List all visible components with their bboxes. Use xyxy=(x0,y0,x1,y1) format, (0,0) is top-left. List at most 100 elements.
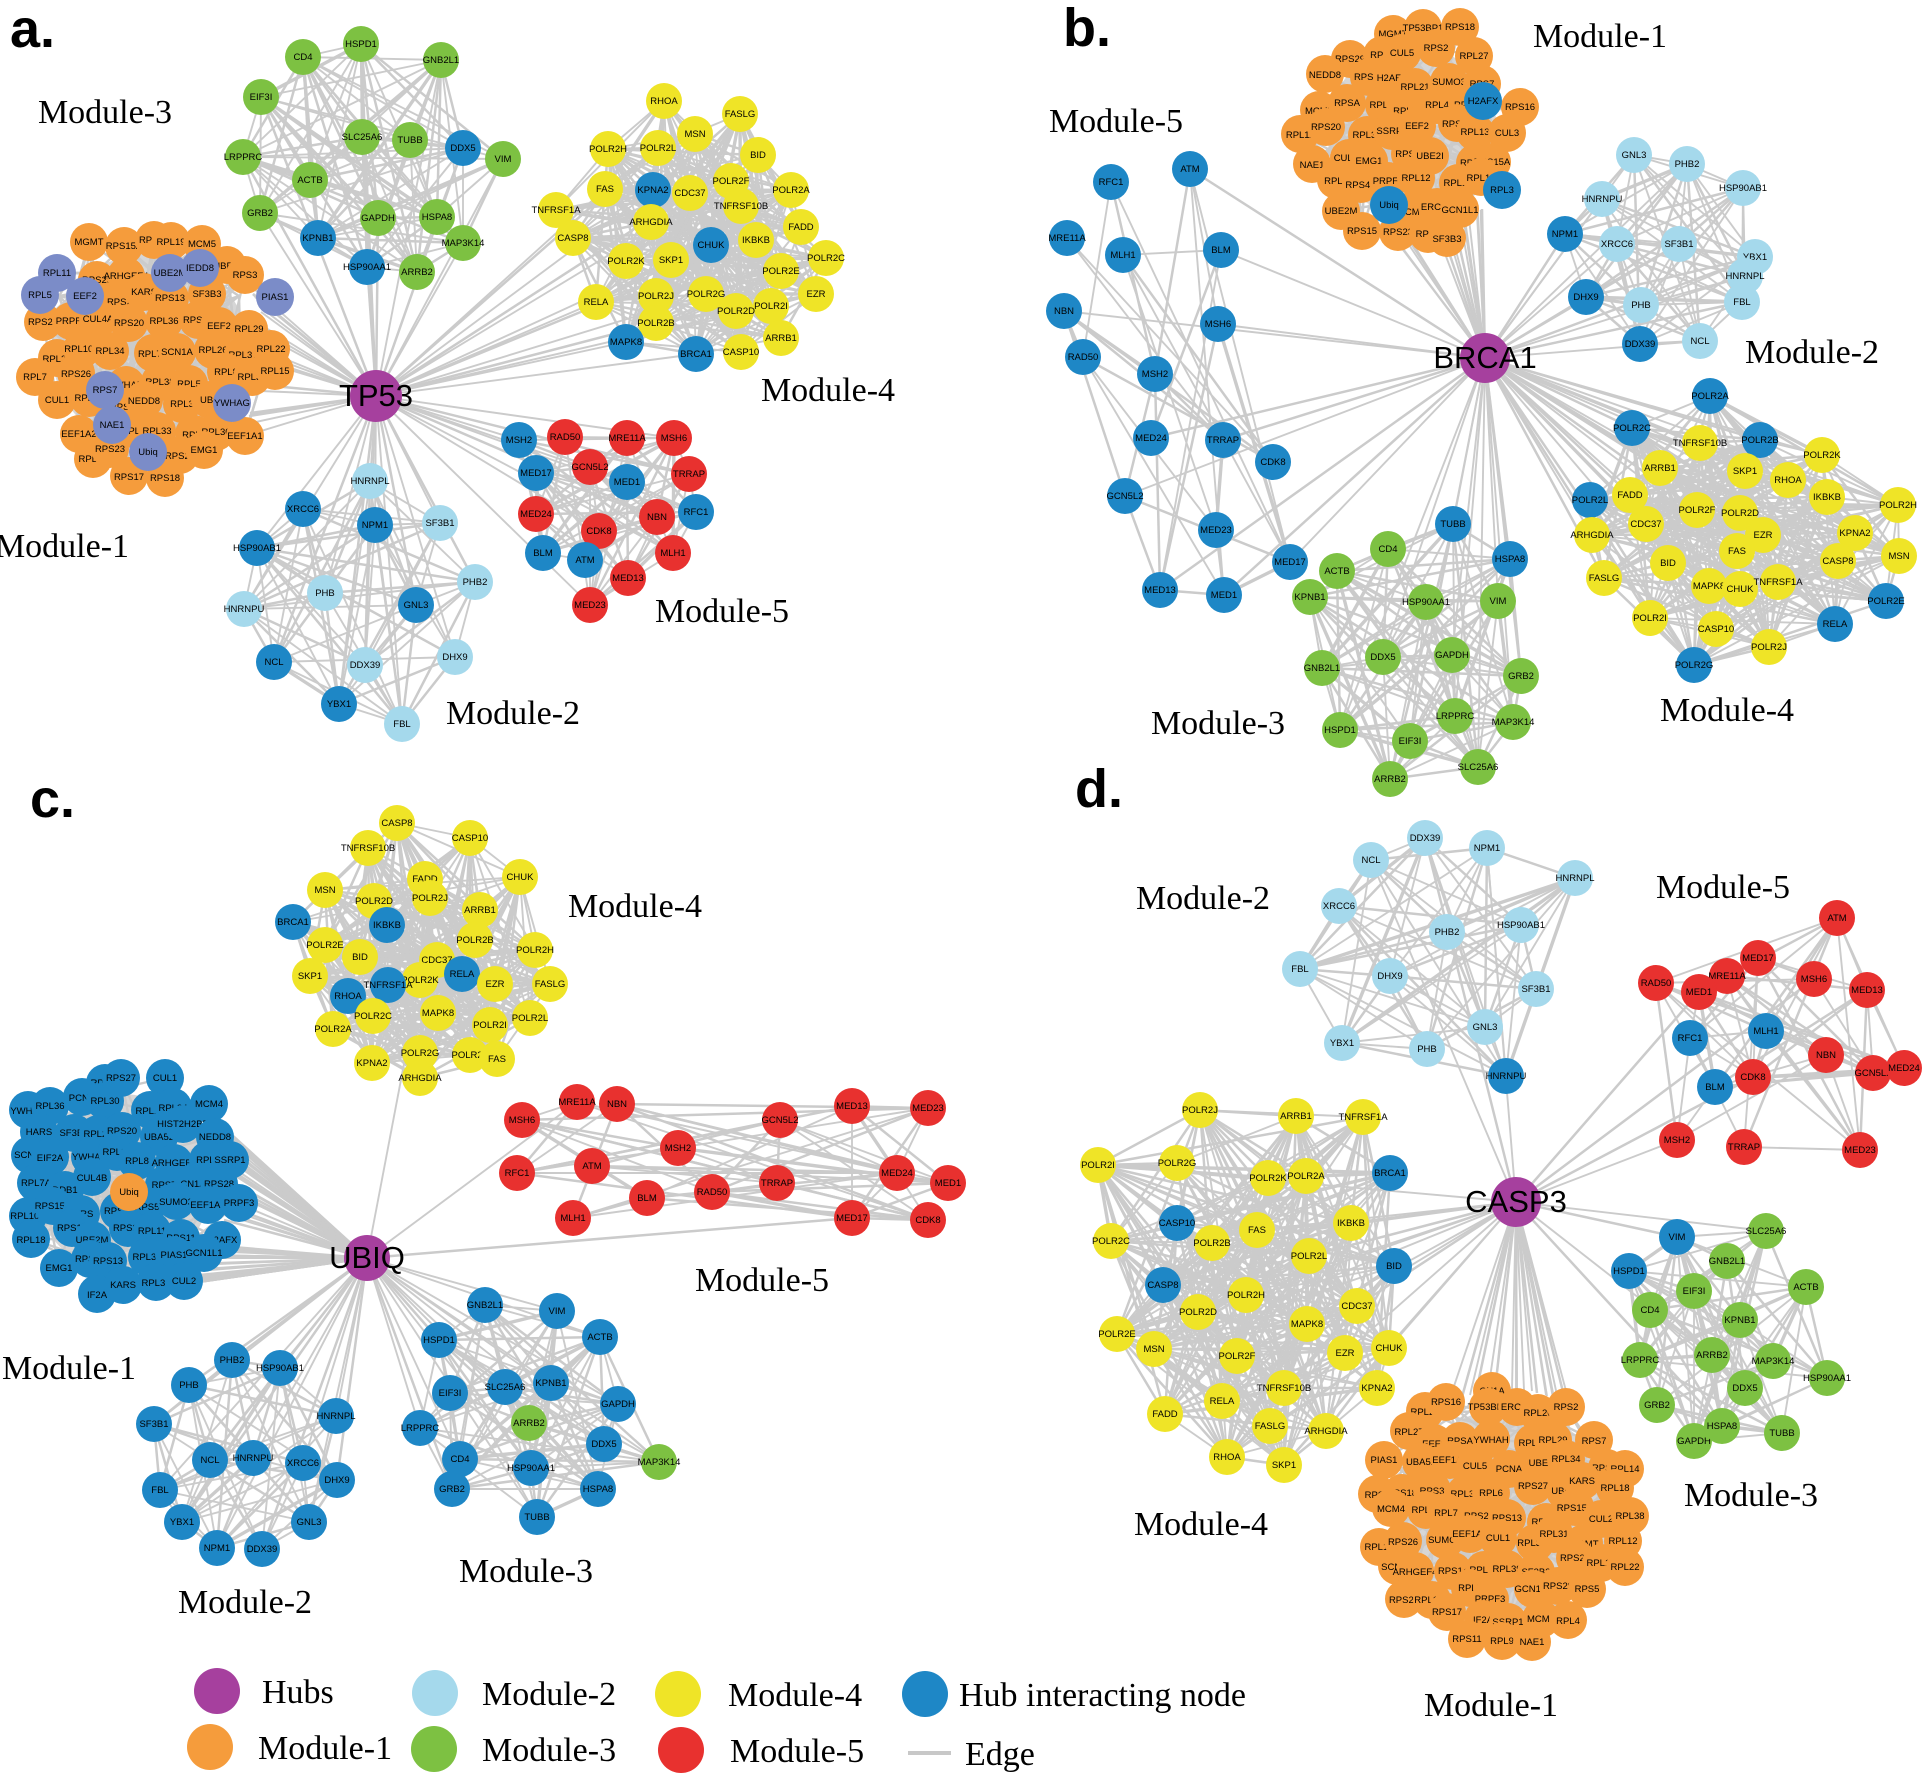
svg-text:POLR2B: POLR2B xyxy=(1741,435,1779,446)
svg-text:ARHGDIA: ARHGDIA xyxy=(1304,1426,1348,1437)
svg-text:MRE11A: MRE11A xyxy=(608,433,646,444)
svg-text:MAPK8: MAPK8 xyxy=(1291,1319,1323,1330)
svg-text:ARRB2: ARRB2 xyxy=(1374,774,1406,785)
svg-text:BRCA1: BRCA1 xyxy=(1433,340,1536,375)
svg-text:SSRP1: SSRP1 xyxy=(214,1155,245,1166)
svg-text:NAE1: NAE1 xyxy=(1520,1637,1545,1648)
svg-text:Module-4: Module-4 xyxy=(1660,692,1794,729)
svg-text:HNRNPU: HNRNPU xyxy=(1486,1071,1527,1082)
svg-text:RPL19: RPL19 xyxy=(1364,1542,1393,1553)
svg-text:FBL: FBL xyxy=(1291,964,1308,975)
svg-text:KPNA2: KPNA2 xyxy=(1361,1383,1392,1394)
svg-text:FAS: FAS xyxy=(488,1054,506,1065)
svg-text:HNRNPL: HNRNPL xyxy=(350,476,389,487)
svg-text:UBE2I: UBE2I xyxy=(213,261,240,272)
svg-text:ARRB1: ARRB1 xyxy=(464,905,496,916)
svg-text:HSP90AA1: HSP90AA1 xyxy=(343,262,391,273)
svg-text:Module-5: Module-5 xyxy=(1049,103,1183,140)
svg-text:RPS23: RPS23 xyxy=(1560,1553,1590,1564)
svg-text:SSRP1: SSRP1 xyxy=(1376,126,1407,137)
svg-text:RPL12: RPL12 xyxy=(1586,1558,1615,1569)
svg-text:CHUK: CHUK xyxy=(1376,1343,1404,1354)
svg-text:Module-2: Module-2 xyxy=(178,1584,312,1621)
svg-text:YWHAH: YWHAH xyxy=(108,380,144,391)
svg-text:RPL27: RPL27 xyxy=(83,1129,112,1140)
svg-text:SLC25A6: SLC25A6 xyxy=(1458,762,1499,773)
svg-text:POLR2G: POLR2G xyxy=(1675,660,1714,671)
svg-text:RPL13: RPL13 xyxy=(135,1106,164,1117)
svg-text:RPL11: RPL11 xyxy=(1286,130,1314,141)
svg-text:GRB2: GRB2 xyxy=(1644,1400,1670,1411)
svg-text:RPL27: RPL27 xyxy=(1459,51,1488,62)
svg-text:IKBKB: IKBKB xyxy=(373,920,401,931)
svg-text:CUL5: CUL5 xyxy=(1463,1461,1487,1472)
svg-text:Module-1: Module-1 xyxy=(258,1730,392,1767)
svg-text:CUL1: CUL1 xyxy=(153,1073,177,1084)
svg-text:NCL: NCL xyxy=(1690,336,1709,347)
svg-text:RPL3: RPL3 xyxy=(170,399,194,410)
svg-text:RPL4: RPL4 xyxy=(1425,100,1449,111)
svg-text:RPS29: RPS29 xyxy=(82,275,112,286)
svg-text:CUL1: CUL1 xyxy=(45,395,69,406)
svg-text:RPL21: RPL21 xyxy=(1400,82,1429,93)
svg-text:POLR2F: POLR2F xyxy=(713,176,750,187)
svg-text:POLR2D: POLR2D xyxy=(355,896,393,907)
svg-text:ACTB: ACTB xyxy=(1793,1282,1818,1293)
svg-text:PHB2: PHB2 xyxy=(220,1355,245,1366)
svg-text:MED23: MED23 xyxy=(912,1103,944,1114)
svg-text:XRCC6: XRCC6 xyxy=(1601,239,1633,250)
svg-text:RPL21: RPL21 xyxy=(1410,1407,1439,1418)
svg-text:KPNB1: KPNB1 xyxy=(1724,1315,1755,1326)
svg-text:YWHAG: YWHAG xyxy=(214,398,250,409)
svg-text:CDC37: CDC37 xyxy=(674,188,705,199)
svg-text:POLR2E: POLR2E xyxy=(1867,596,1905,607)
svg-text:RPL33: RPL33 xyxy=(142,426,171,437)
svg-text:RPL4: RPL4 xyxy=(1556,1616,1580,1627)
svg-text:RPL12: RPL12 xyxy=(78,454,107,465)
svg-text:CDK8: CDK8 xyxy=(1740,1072,1765,1083)
svg-text:UBC: UBC xyxy=(200,395,220,406)
svg-text:EZR: EZR xyxy=(1336,1348,1355,1359)
svg-text:FBL: FBL xyxy=(151,1485,168,1496)
svg-text:MSN: MSN xyxy=(684,129,705,140)
svg-text:DDX5: DDX5 xyxy=(450,143,475,154)
svg-text:RPL7A: RPL7A xyxy=(138,349,169,360)
svg-text:RPS26: RPS26 xyxy=(1388,1537,1418,1548)
svg-text:POLR2G: POLR2G xyxy=(687,289,726,300)
svg-text:NPM1: NPM1 xyxy=(1474,843,1500,854)
svg-text:RPL11: RPL11 xyxy=(43,268,71,279)
svg-text:CUL4A: CUL4A xyxy=(83,314,114,325)
svg-text:FAS: FAS xyxy=(1728,546,1746,557)
svg-text:MED13: MED13 xyxy=(1144,585,1176,596)
svg-text:POLR2A: POLR2A xyxy=(314,1024,352,1035)
svg-text:SF3B3: SF3B3 xyxy=(1432,234,1461,245)
svg-text:RPS16: RPS16 xyxy=(1431,1397,1461,1408)
svg-text:HSPA8: HSPA8 xyxy=(422,212,452,223)
svg-text:LRPPRC: LRPPRC xyxy=(401,1423,440,1434)
svg-text:RPS27: RPS27 xyxy=(28,317,58,328)
svg-text:RPL5: RPL5 xyxy=(28,290,52,301)
svg-text:SKP1: SKP1 xyxy=(1272,1460,1296,1471)
svg-text:POLR2F: POLR2F xyxy=(1219,1351,1256,1362)
svg-text:ARHGEF4: ARHGEF4 xyxy=(152,1158,197,1169)
svg-text:RPS11: RPS11 xyxy=(1452,1634,1481,1645)
svg-text:UBE2M: UBE2M xyxy=(154,268,187,279)
svg-text:CHUK: CHUK xyxy=(1727,584,1755,595)
svg-text:BLM: BLM xyxy=(533,548,553,559)
svg-text:RAD50: RAD50 xyxy=(550,432,581,443)
svg-text:Edge: Edge xyxy=(965,1736,1035,1773)
svg-text:RFC1: RFC1 xyxy=(1099,177,1124,188)
svg-text:MSH2: MSH2 xyxy=(1142,369,1168,380)
svg-text:RPS5: RPS5 xyxy=(135,1202,160,1213)
svg-text:MED17: MED17 xyxy=(520,468,552,479)
svg-text:RPL9: RPL9 xyxy=(1490,1636,1514,1647)
svg-text:MSN: MSN xyxy=(1888,551,1909,562)
svg-text:RPS11: RPS11 xyxy=(1395,149,1424,160)
svg-text:RPL35A: RPL35A xyxy=(1517,1538,1553,1549)
svg-text:MAP3K14: MAP3K14 xyxy=(1752,1356,1795,1367)
svg-text:DDX39: DDX39 xyxy=(1625,339,1656,350)
svg-text:HSP90AA1: HSP90AA1 xyxy=(1803,1373,1851,1384)
svg-text:VIM: VIM xyxy=(1669,1232,1686,1243)
svg-text:RPS10: RPS10 xyxy=(1354,72,1384,83)
svg-text:RPS24: RPS24 xyxy=(165,451,195,462)
